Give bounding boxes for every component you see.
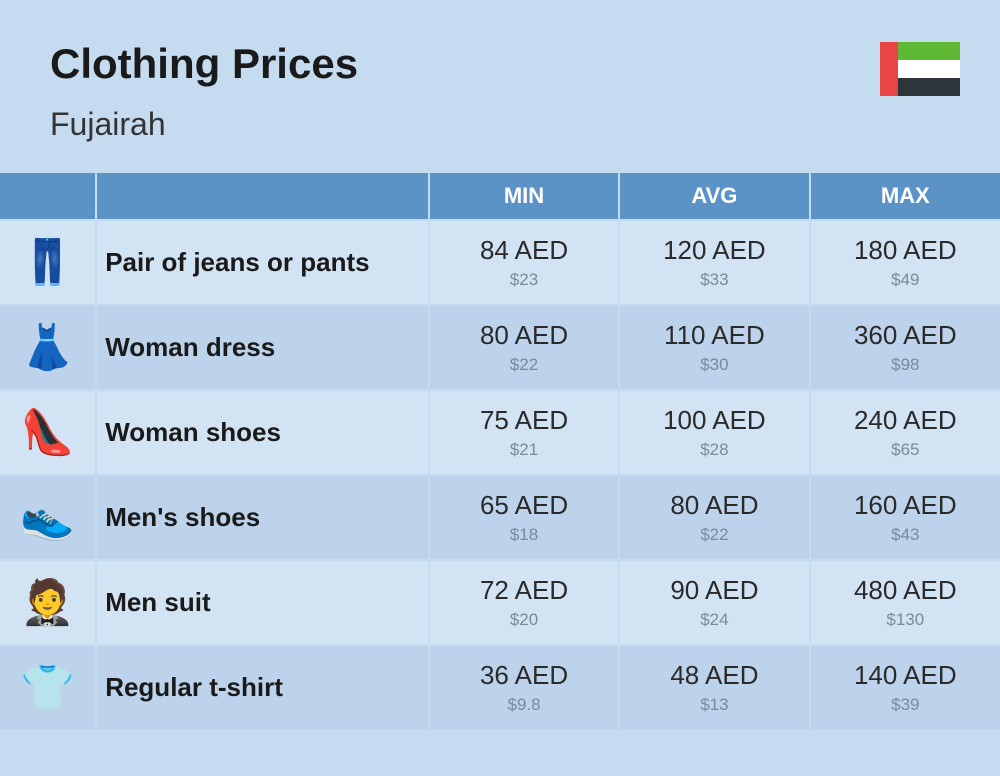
avg-usd: $28 (620, 440, 808, 460)
avg-cell: 90 AED $24 (619, 560, 809, 645)
item-icon: 🤵 (0, 560, 96, 645)
min-aed: 84 AED (430, 235, 618, 266)
table-row: 🤵Men suit72 AED $2090 AED $24480 AED $130 (0, 560, 1000, 645)
min-usd: $20 (430, 610, 618, 630)
item-icon: 👟 (0, 475, 96, 560)
max-cell: 360 AED $98 (810, 305, 1000, 390)
avg-aed: 80 AED (620, 490, 808, 521)
max-aed: 180 AED (811, 235, 1000, 266)
header-blank-name (96, 173, 429, 220)
min-usd: $23 (430, 270, 618, 290)
item-name: Regular t-shirt (96, 645, 429, 729)
avg-aed: 110 AED (620, 320, 808, 351)
min-usd: $22 (430, 355, 618, 375)
uae-flag-icon (880, 42, 960, 96)
max-cell: 240 AED $65 (810, 390, 1000, 475)
max-aed: 240 AED (811, 405, 1000, 436)
table-row: 👠Woman shoes75 AED $21100 AED $28240 AED $6… (0, 390, 1000, 475)
min-cell: 72 AED $20 (429, 560, 619, 645)
item-name: Woman shoes (96, 390, 429, 475)
max-usd: $49 (811, 270, 1000, 290)
avg-usd: $24 (620, 610, 808, 630)
header-avg: AVG (619, 173, 809, 220)
avg-aed: 48 AED (620, 660, 808, 691)
max-cell: 140 AED $39 (810, 645, 1000, 729)
header-max: MAX (810, 173, 1000, 220)
max-aed: 160 AED (811, 490, 1000, 521)
avg-aed: 120 AED (620, 235, 808, 266)
item-name: Men's shoes (96, 475, 429, 560)
max-cell: 160 AED $43 (810, 475, 1000, 560)
min-aed: 72 AED (430, 575, 618, 606)
max-aed: 140 AED (811, 660, 1000, 691)
max-aed: 480 AED (811, 575, 1000, 606)
table-row: 👟Men's shoes65 AED $1880 AED $22160 AED $43 (0, 475, 1000, 560)
avg-usd: $13 (620, 695, 808, 715)
max-usd: $43 (811, 525, 1000, 545)
min-usd: $9.8 (430, 695, 618, 715)
min-aed: 65 AED (430, 490, 618, 521)
page-subtitle: Fujairah (50, 106, 950, 143)
avg-cell: 48 AED $13 (619, 645, 809, 729)
item-name: Pair of jeans or pants (96, 220, 429, 305)
item-name: Men suit (96, 560, 429, 645)
min-cell: 84 AED $23 (429, 220, 619, 305)
min-aed: 80 AED (430, 320, 618, 351)
item-icon: 👖 (0, 220, 96, 305)
avg-cell: 110 AED $30 (619, 305, 809, 390)
item-icon: 👕 (0, 645, 96, 729)
table-row: 👕Regular t-shirt36 AED $9.848 AED $13140 A… (0, 645, 1000, 729)
header-min: MIN (429, 173, 619, 220)
min-aed: 36 AED (430, 660, 618, 691)
max-usd: $65 (811, 440, 1000, 460)
item-icon: 👠 (0, 390, 96, 475)
min-usd: $21 (430, 440, 618, 460)
avg-aed: 100 AED (620, 405, 808, 436)
page-title: Clothing Prices (50, 40, 950, 88)
header-region: Clothing Prices Fujairah (0, 0, 1000, 173)
min-cell: 36 AED $9.8 (429, 645, 619, 729)
avg-usd: $22 (620, 525, 808, 545)
avg-cell: 80 AED $22 (619, 475, 809, 560)
avg-cell: 100 AED $28 (619, 390, 809, 475)
max-aed: 360 AED (811, 320, 1000, 351)
max-cell: 480 AED $130 (810, 560, 1000, 645)
table-row: 👖Pair of jeans or pants84 AED$23120 AED$… (0, 220, 1000, 305)
header-blank-icon (0, 173, 96, 220)
max-usd: $98 (811, 355, 1000, 375)
table-row: 👗Woman dress80 AED $22110 AED $30360 AED $9… (0, 305, 1000, 390)
min-usd: $18 (430, 525, 618, 545)
avg-usd: $30 (620, 355, 808, 375)
prices-table: MIN AVG MAX 👖Pair of jeans or pants84 AE… (0, 173, 1000, 729)
item-icon: 👗 (0, 305, 96, 390)
avg-aed: 90 AED (620, 575, 808, 606)
max-usd: $130 (811, 610, 1000, 630)
avg-usd: $33 (620, 270, 808, 290)
max-usd: $39 (811, 695, 1000, 715)
min-aed: 75 AED (430, 405, 618, 436)
min-cell: 75 AED $21 (429, 390, 619, 475)
item-name: Woman dress (96, 305, 429, 390)
max-cell: 180 AED $49 (810, 220, 1000, 305)
avg-cell: 120 AED $33 (619, 220, 809, 305)
table-header-row: MIN AVG MAX (0, 173, 1000, 220)
min-cell: 65 AED $18 (429, 475, 619, 560)
min-cell: 80 AED $22 (429, 305, 619, 390)
